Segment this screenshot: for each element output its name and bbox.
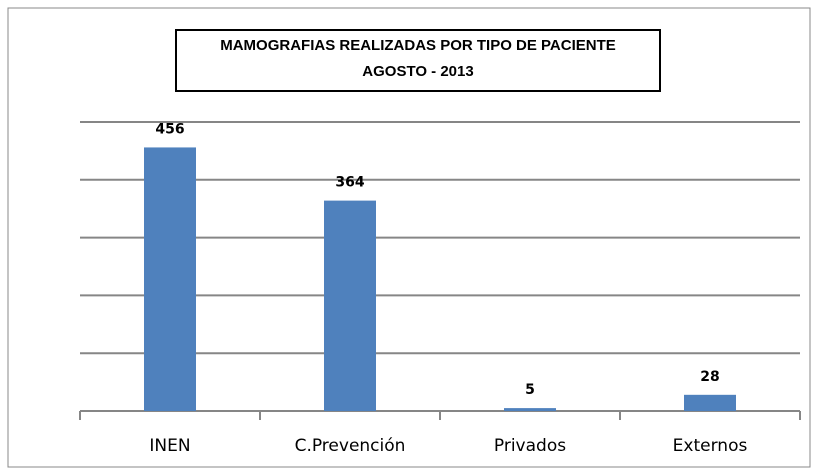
x-tick-label: INEN	[149, 436, 190, 456]
data-label: 28	[700, 369, 719, 385]
bar	[324, 200, 376, 411]
data-label: 5	[525, 382, 535, 398]
x-tick-label: Externos	[673, 436, 748, 456]
bar	[504, 408, 556, 411]
x-tick-label: C.Prevención	[295, 436, 406, 456]
data-label: 364	[335, 175, 364, 191]
x-tick-label: Privados	[494, 436, 566, 456]
data-label: 456	[155, 121, 184, 137]
bar	[144, 147, 196, 411]
chart-title: AGOSTO - 2013	[362, 63, 473, 80]
title-box	[175, 29, 661, 92]
chart-title: MAMOGRAFIAS REALIZADAS POR TIPO DE PACIE…	[220, 37, 616, 54]
bar	[684, 394, 736, 411]
